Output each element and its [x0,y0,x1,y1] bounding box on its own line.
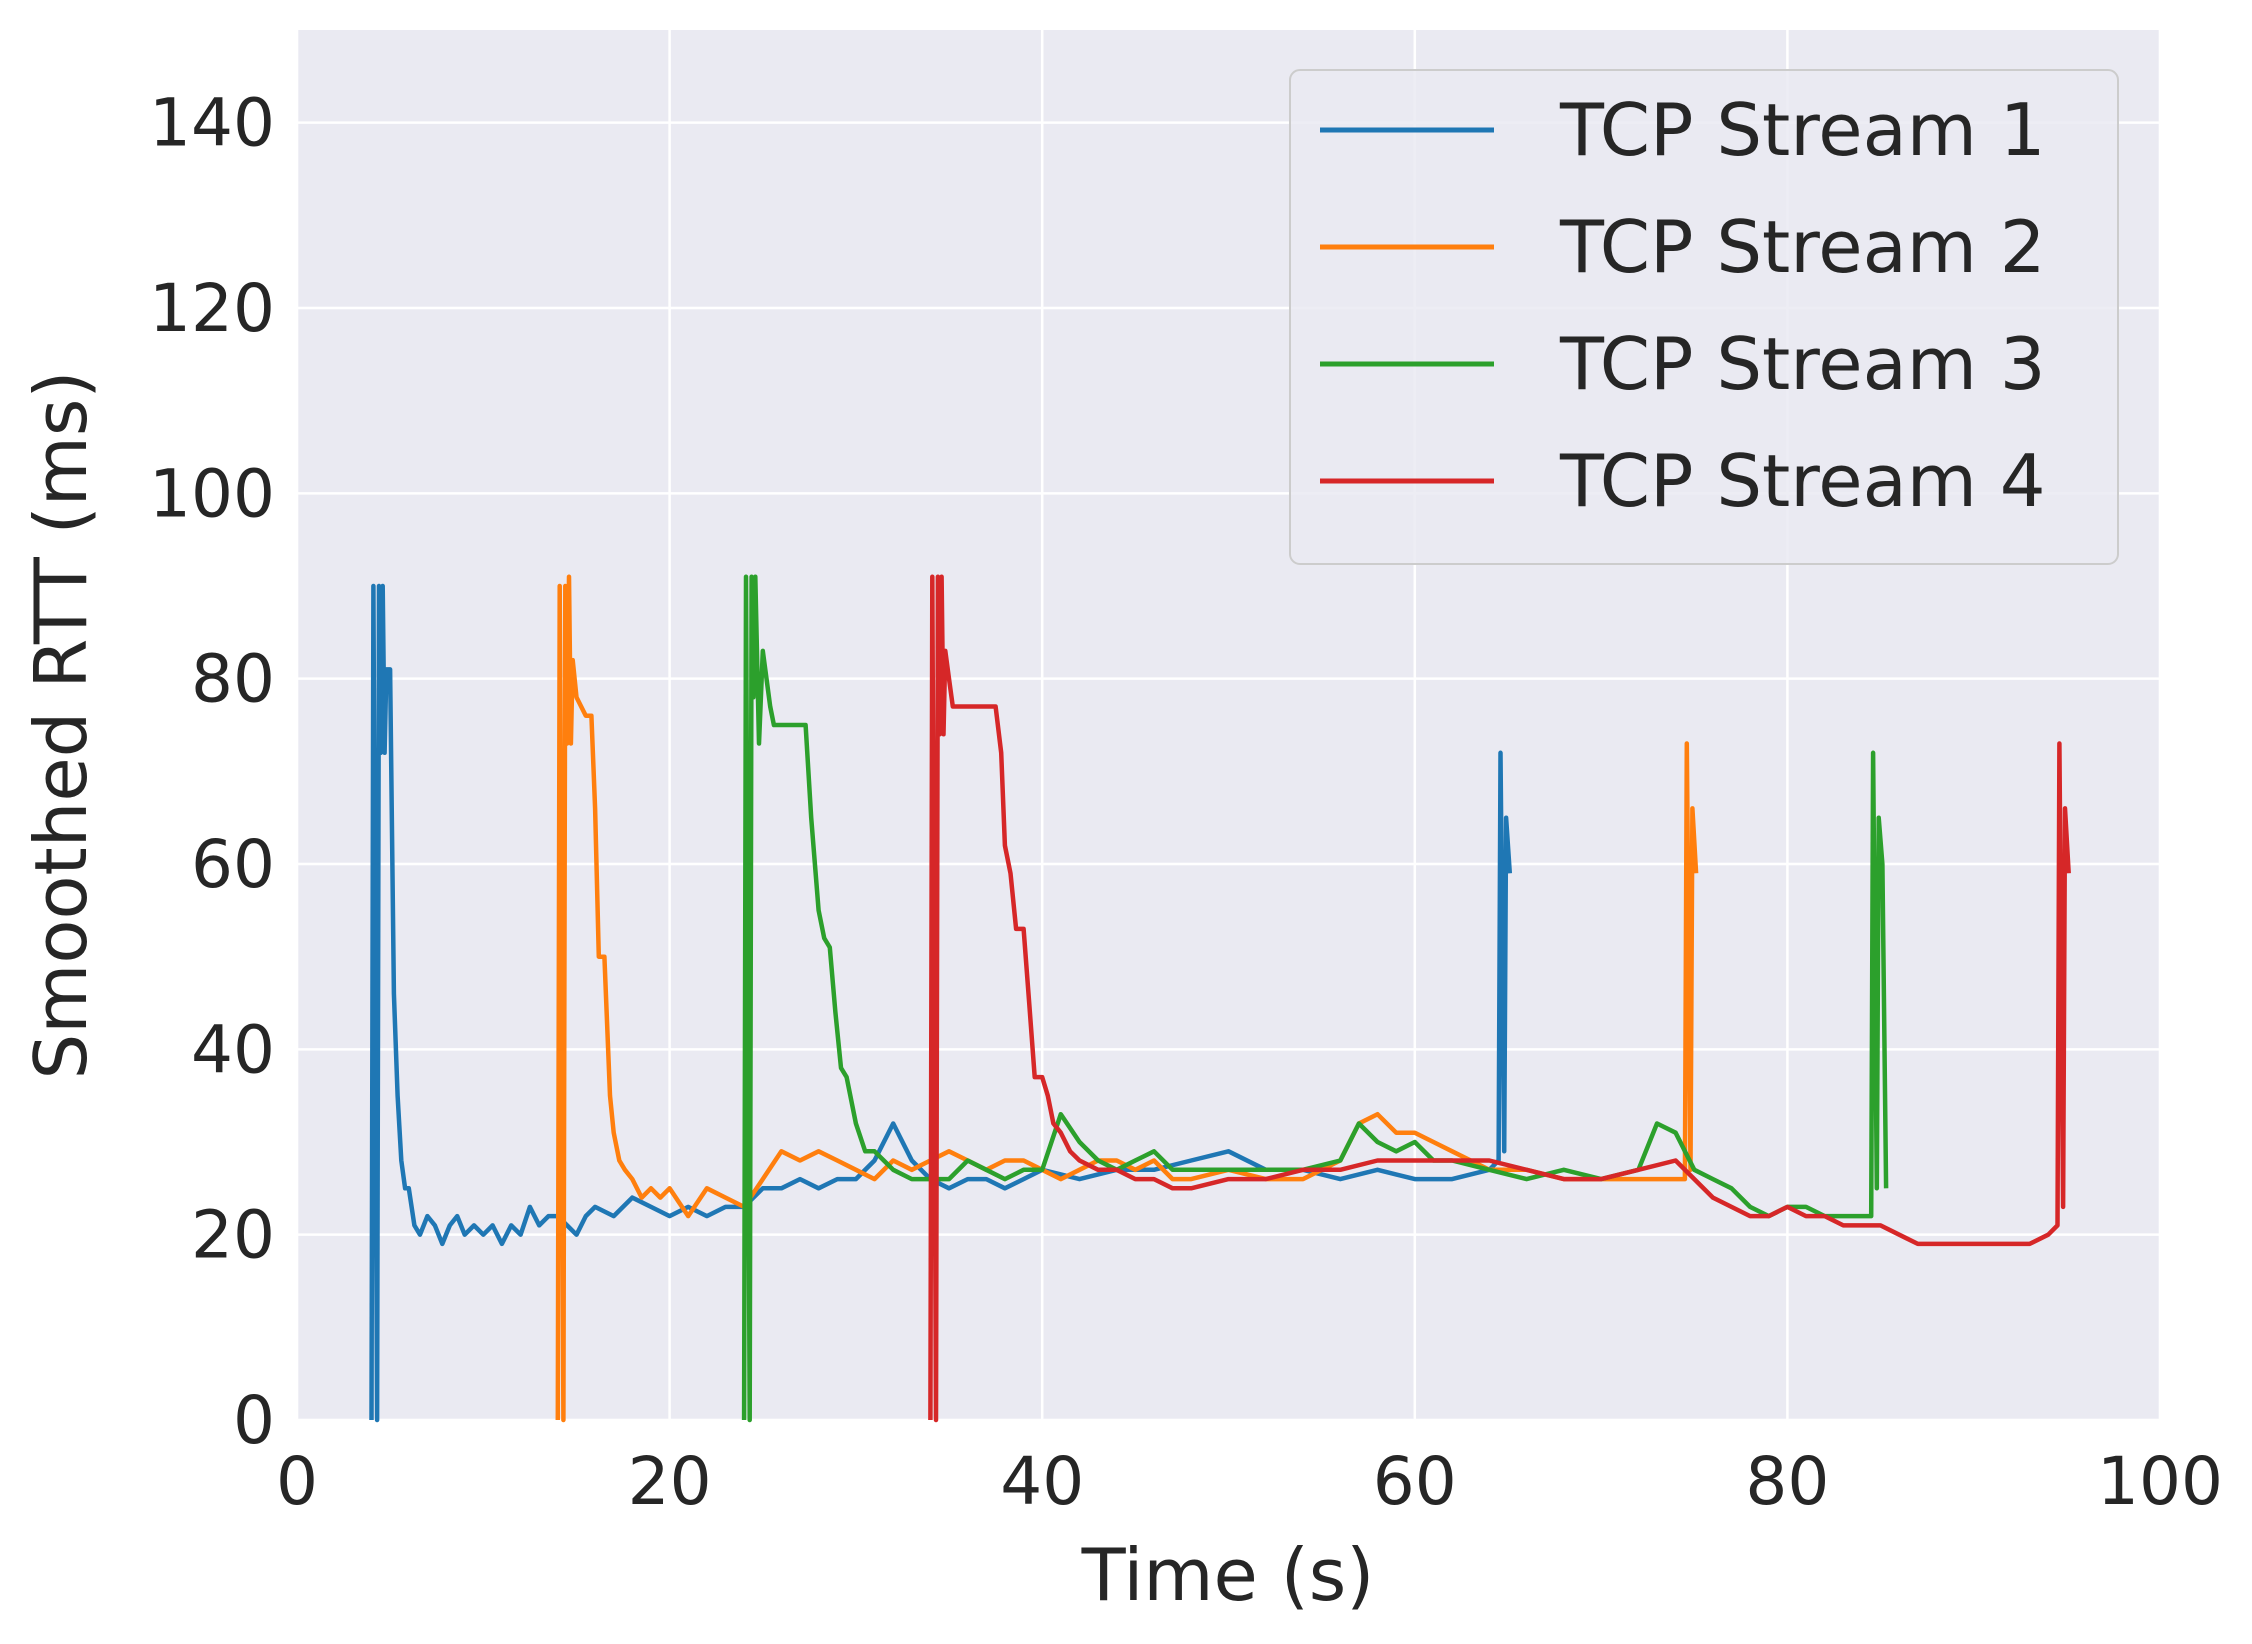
legend-label-3: TCP Stream 3 [1559,322,2046,406]
legend-label-2: TCP Stream 2 [1559,205,2046,289]
y-tick-labels: 0 20 40 60 80 100 120 140 [149,85,275,1459]
y-tick-label: 40 [191,1011,275,1088]
x-tick-label: 40 [1000,1443,1084,1520]
y-tick-label: 100 [149,455,275,532]
x-axis-title: Time (s) [1081,1533,1375,1617]
series-line-tcp-stream-4 [928,574,2071,1423]
y-tick-label: 120 [149,270,275,347]
y-tick-label: 20 [191,1197,275,1274]
x-tick-label: 0 [276,1443,318,1520]
legend-label-4: TCP Stream 4 [1559,439,2046,523]
x-tick-label: 100 [2097,1443,2223,1520]
legend: TCP Stream 1 TCP Stream 2 TCP Stream 3 T… [1289,69,2119,565]
y-tick-label: 0 [233,1382,275,1459]
x-tick-label: 60 [1373,1443,1457,1520]
x-tick-label: 80 [1745,1443,1829,1520]
series-line-tcp-stream-1 [369,583,1513,1423]
series-lines [369,574,2071,1423]
y-tick-label: 60 [191,826,275,903]
x-tick-label: 20 [628,1443,712,1520]
legend-label-1: TCP Stream 1 [1559,88,2046,172]
legend-box [1289,69,2119,565]
y-axis-title: Smoothed RTT (ms) [19,371,103,1080]
y-tick-label: 80 [191,641,275,718]
x-tick-labels: 0 20 40 60 80 100 [276,1443,2223,1520]
y-tick-label: 140 [149,85,275,162]
